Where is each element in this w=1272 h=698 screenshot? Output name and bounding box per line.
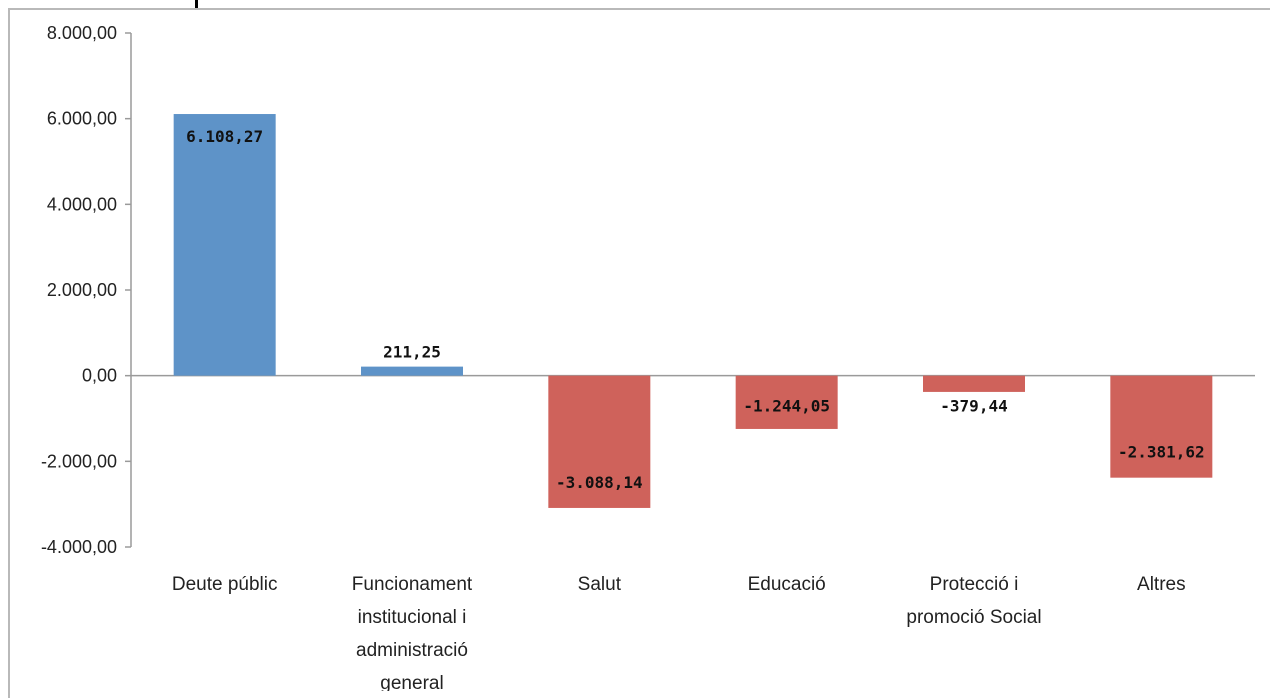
category-label: Salut <box>578 574 622 595</box>
bar <box>548 375 651 508</box>
data-label: 211,25 <box>383 343 441 362</box>
data-label: -2.381,62 <box>1118 443 1205 462</box>
bar <box>361 366 463 376</box>
y-tick-label: 2.000,00 <box>47 280 117 300</box>
y-tick-label: 0,00 <box>82 366 117 386</box>
category-label: Protecció i <box>930 574 1019 595</box>
axes: 8.000,00 6.000,00 4.000,00 2.000,00 0,00 -2.0… <box>41 23 1255 557</box>
data-label: 6.108,27 <box>186 127 263 146</box>
data-label: -3.088,14 <box>556 473 643 492</box>
data-labels: 6.108,27 Deute públic 211,25 Funcionament in… <box>172 127 1205 691</box>
y-tick-label: 8.000,00 <box>47 23 117 43</box>
bar <box>923 375 1025 392</box>
y-tick-label: -4.000,00 <box>41 537 117 557</box>
y-tick-label: 4.000,00 <box>47 194 117 214</box>
chart-frame <box>8 8 1270 698</box>
data-label: -379,44 <box>940 397 1007 416</box>
y-tick-label: 6.000,00 <box>47 109 117 129</box>
data-label: -1.244,05 <box>743 397 830 416</box>
category-label: Altres <box>1137 574 1186 595</box>
bars <box>173 114 1213 508</box>
category-label: Funcionament <box>352 574 473 595</box>
category-label: Educació <box>748 574 826 595</box>
category-label: Deute públic <box>172 574 278 595</box>
category-label: promoció Social <box>906 607 1041 628</box>
bar <box>1110 375 1213 478</box>
bar <box>735 375 838 429</box>
category-label: administració <box>356 640 468 661</box>
category-label: institucional i <box>358 607 467 628</box>
bar <box>173 114 276 376</box>
frame-mark <box>195 0 198 8</box>
y-tick-label: -2.000,00 <box>41 451 117 471</box>
category-label: general <box>380 673 443 691</box>
